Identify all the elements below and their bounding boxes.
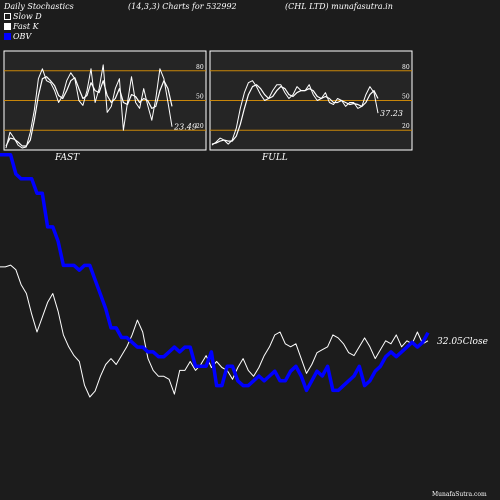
watermark: MunafaSutra.com bbox=[432, 491, 487, 498]
full-tick-20: 20 bbox=[402, 123, 410, 130]
close-suffix-label: Close bbox=[463, 337, 488, 347]
full-tick-50: 50 bbox=[402, 94, 410, 101]
fast-tick-80: 80 bbox=[196, 64, 204, 71]
legend-item-slow-d: Slow D bbox=[4, 12, 42, 21]
full-full-k-line bbox=[211, 80, 379, 146]
company-label: (CHL LTD) munafasutra.in bbox=[285, 2, 393, 11]
obv-label: OBV bbox=[13, 32, 32, 41]
obv-line bbox=[0, 153, 430, 393]
legend-item-obv: OBV bbox=[4, 32, 31, 41]
fast-last-value-label: 23.49 bbox=[173, 123, 197, 132]
obv-swatch bbox=[4, 33, 11, 40]
fast-k-swatch bbox=[4, 23, 11, 30]
full-panel-label: FULL bbox=[262, 153, 288, 163]
chart-params: (14,3,3) Charts for 532992 bbox=[128, 2, 237, 11]
full-last-value-label: 37.23 bbox=[380, 109, 403, 118]
slow-d-label: Slow D bbox=[13, 12, 42, 21]
fast-fast-k-line bbox=[5, 64, 173, 149]
fast-k-label: Fast K bbox=[13, 22, 39, 31]
full-tick-80: 80 bbox=[402, 64, 410, 71]
chart-title: Daily Stochastics bbox=[4, 2, 74, 11]
full-full-d-line bbox=[211, 84, 379, 145]
legend-item-fast-k: Fast K bbox=[4, 22, 39, 31]
fast-tick-50: 50 bbox=[196, 94, 204, 101]
last-close-label: 32.05Close bbox=[437, 337, 488, 347]
fast-slow-d-line bbox=[5, 76, 173, 147]
slow-d-swatch bbox=[4, 13, 11, 20]
fast-tick-20: 20 bbox=[196, 123, 204, 130]
fast-panel-label: FAST bbox=[55, 153, 80, 163]
